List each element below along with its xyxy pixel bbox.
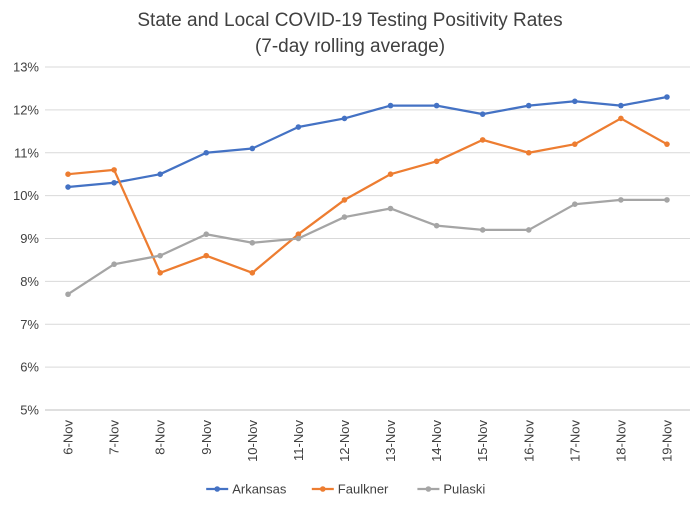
y-tick-label: 12%: [13, 102, 39, 117]
data-point-pulaski: [249, 239, 256, 246]
legend-item-arkansas: Arkansas: [206, 482, 287, 497]
series-pulaski: [65, 197, 670, 298]
data-point-faulkner: [387, 171, 394, 177]
series-line-pulaski: [66, 198, 669, 296]
x-tick-label: 15-Nov: [475, 420, 490, 462]
series-arkansas: [65, 94, 670, 190]
data-point-arkansas: [249, 145, 256, 152]
legend-label: Faulkner: [338, 482, 389, 497]
data-point-arkansas: [618, 102, 624, 109]
data-point-arkansas: [111, 179, 117, 186]
chart-title: State and Local COVID-19 Testing Positiv…: [137, 10, 562, 31]
data-point-pulaski: [65, 291, 71, 298]
x-tick-label: 7-Nov: [107, 420, 122, 455]
data-point-faulkner: [618, 115, 624, 122]
x-tick-label: 16-Nov: [521, 420, 536, 462]
x-tick-label: 6-Nov: [61, 420, 76, 455]
data-point-arkansas: [341, 115, 348, 122]
data-point-faulkner: [479, 137, 486, 143]
legend-swatch-marker: [214, 486, 220, 492]
data-point-arkansas: [479, 111, 486, 117]
data-point-faulkner: [65, 171, 71, 177]
x-tick-label: 8-Nov: [153, 420, 168, 455]
series-faulkner: [65, 115, 670, 276]
x-tick-label: 17-Nov: [567, 420, 582, 462]
y-tick-label: 10%: [13, 188, 39, 203]
chart-subtitle: (7-day rolling average): [255, 36, 445, 57]
data-point-pulaski: [387, 205, 394, 212]
data-point-faulkner: [525, 149, 532, 156]
series-line-arkansas: [66, 95, 669, 189]
data-point-pulaski: [479, 227, 486, 233]
x-tick-label: 14-Nov: [429, 420, 444, 462]
x-tick-label: 19-Nov: [659, 420, 674, 462]
data-point-faulkner: [295, 231, 302, 238]
data-point-faulkner: [157, 270, 163, 276]
data-point-faulkner: [433, 158, 440, 165]
data-point-arkansas: [295, 124, 302, 130]
series-line-faulkner: [66, 117, 669, 274]
y-tick-label: 8%: [20, 274, 39, 289]
data-point-pulaski: [572, 201, 578, 207]
data-point-arkansas: [664, 94, 670, 100]
y-tick-label: 6%: [20, 360, 39, 375]
x-tick-label: 9-Nov: [199, 420, 214, 455]
data-point-pulaski: [295, 235, 302, 242]
x-tick-label: 12-Nov: [337, 420, 352, 462]
y-tick-label: 11%: [14, 145, 39, 160]
legend: Arkansas Faulkner Pulaski: [206, 482, 485, 497]
y-tick-label: 13%: [13, 60, 39, 75]
data-point-pulaski: [203, 231, 210, 238]
data-point-arkansas: [525, 102, 532, 109]
gridlines: [45, 66, 690, 411]
data-point-pulaski: [525, 227, 532, 233]
data-point-arkansas: [157, 171, 163, 177]
data-point-faulkner: [572, 141, 578, 147]
data-point-arkansas: [65, 184, 71, 190]
data-point-faulkner: [203, 252, 210, 259]
data-point-pulaski: [618, 197, 624, 203]
data-point-faulkner: [664, 141, 670, 147]
legend-swatch-marker: [320, 486, 326, 492]
x-tick-label: 13-Nov: [383, 420, 398, 462]
legend-label: Pulaski: [443, 482, 485, 497]
legend-item-faulkner: Faulkner: [311, 482, 389, 497]
data-point-pulaski: [664, 197, 670, 203]
y-tick-label: 5%: [20, 403, 39, 418]
data-point-arkansas: [572, 98, 578, 105]
data-point-faulkner: [341, 197, 348, 203]
legend-swatch-marker: [425, 486, 432, 492]
y-tick-label: 9%: [20, 231, 39, 246]
data-point-faulkner: [111, 167, 117, 173]
x-axis-ticks: 6-Nov 7-Nov 8-Nov 9-Nov 10-Nov 11-Nov 12-Nov 13…: [61, 420, 675, 462]
data-point-arkansas: [203, 149, 210, 156]
x-tick-label: 18-Nov: [613, 420, 628, 462]
data-point-pulaski: [341, 214, 348, 220]
data-point-arkansas: [433, 102, 440, 109]
legend-item-pulaski: Pulaski: [417, 482, 485, 497]
data-point-arkansas: [387, 102, 394, 109]
series-layer: [65, 94, 670, 298]
x-tick-label: 11-Nov: [291, 420, 306, 461]
data-point-pulaski: [111, 261, 117, 268]
data-point-pulaski: [433, 222, 440, 229]
legend-label: Arkansas: [232, 482, 287, 497]
x-tick-label: 10-Nov: [245, 420, 260, 462]
data-point-faulkner: [249, 270, 256, 276]
y-axis-ticks: 5% 6% 7% 8% 9% 10% 11% 12% 13%: [13, 60, 39, 418]
y-tick-label: 7%: [20, 317, 39, 332]
data-point-pulaski: [157, 252, 163, 259]
